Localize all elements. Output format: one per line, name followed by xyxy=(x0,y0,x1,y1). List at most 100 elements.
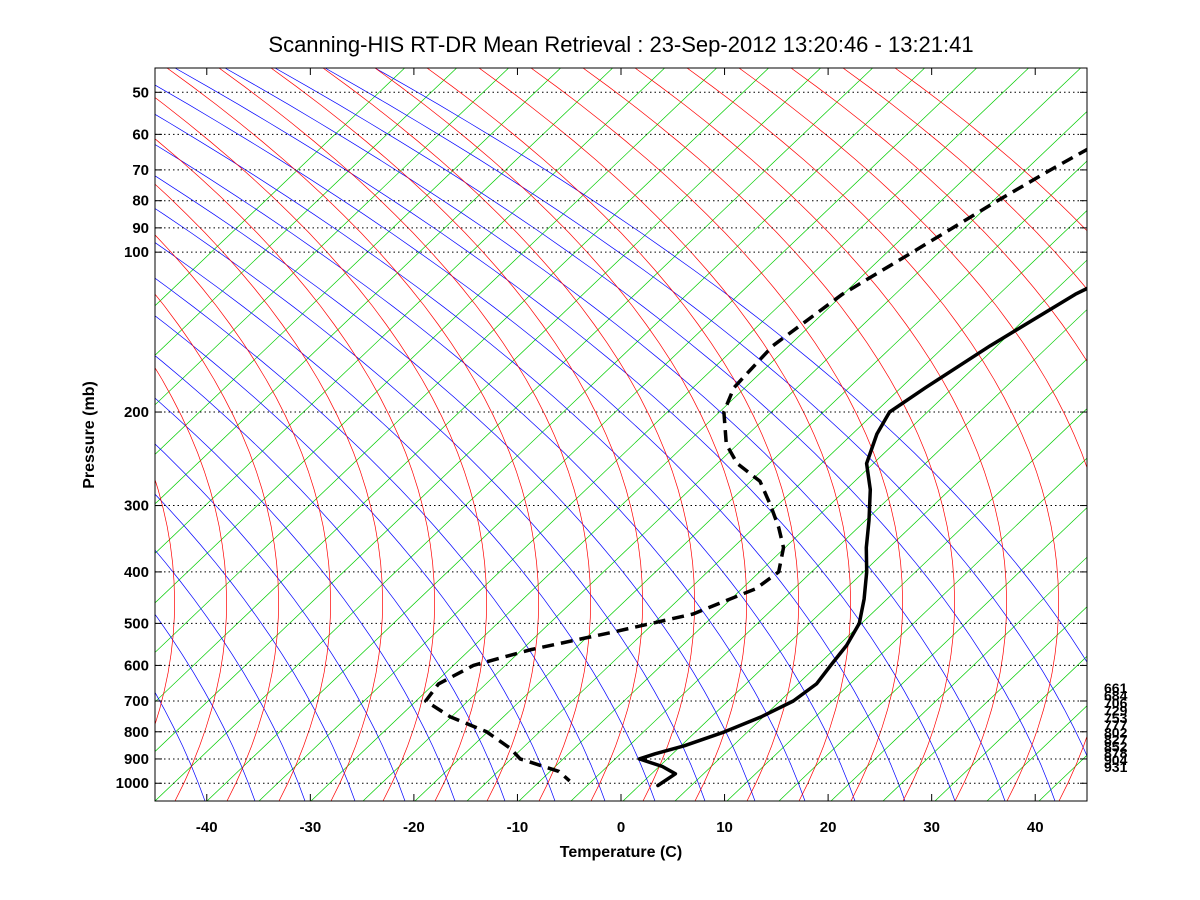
dry-adiabat-line xyxy=(155,242,656,801)
y-tick-label: 200 xyxy=(124,404,149,421)
isotherm-line xyxy=(310,68,1081,801)
y-tick-label: 60 xyxy=(132,126,149,143)
moist-adiabat-line xyxy=(155,183,383,801)
moist-adiabat-line xyxy=(270,68,643,801)
isotherm-line xyxy=(570,309,1087,801)
isotherm-line xyxy=(155,68,457,356)
isotherm-line xyxy=(882,606,1087,801)
y-axis-ticks: 50 60 70 80 90 100 200 300 400 500 600 700 800 900 100… xyxy=(116,84,1087,792)
isotherm-line xyxy=(726,457,1087,801)
y-tick-label: 700 xyxy=(124,693,149,710)
dewpoint-profile-line xyxy=(423,147,1087,783)
isotherm-line xyxy=(830,556,1087,801)
y-tick-label: 90 xyxy=(132,220,149,237)
x-tick-label: 30 xyxy=(923,819,940,836)
isotherm-line xyxy=(155,68,821,703)
x-tick-label: 40 xyxy=(1027,819,1044,836)
x-tick-label: -40 xyxy=(196,819,218,836)
x-tick-label: -20 xyxy=(403,819,425,836)
x-tick-label: 10 xyxy=(716,819,733,836)
moist-adiabat-line xyxy=(426,68,799,801)
isotherm-line xyxy=(206,68,977,801)
isotherm-line xyxy=(155,68,405,307)
isotherm-line xyxy=(155,68,613,505)
moist-adiabat-line xyxy=(155,293,279,801)
x-axis-label: Temperature (C) xyxy=(560,844,682,861)
side-pressure-label: 684 xyxy=(1104,688,1128,704)
moist-adiabat-line xyxy=(374,68,747,801)
isotherm-line xyxy=(362,110,1087,801)
moist-adiabat-line xyxy=(155,234,331,801)
y-tick-label: 100 xyxy=(124,244,149,261)
moist-adiabat-line xyxy=(842,68,1087,290)
isotherm-line xyxy=(934,655,1087,801)
side-pressure-label: 878 xyxy=(1104,745,1128,761)
dry-adiabat-line xyxy=(155,493,356,801)
y-tick-label: 80 xyxy=(132,193,149,210)
sounding-profiles xyxy=(423,147,1087,788)
y-tick-label: 300 xyxy=(124,498,149,515)
isotherm-line xyxy=(466,210,1087,801)
dry-adiabat-line xyxy=(274,68,1056,801)
side-pressure-label: 729 xyxy=(1104,702,1128,718)
chart-title: Scanning-HIS RT-DR Mean Retrieval : 23-S… xyxy=(268,32,973,57)
isotherm-line xyxy=(622,358,1087,801)
x-tick-label: -10 xyxy=(507,819,529,836)
isotherm-line xyxy=(155,68,873,752)
y-tick-label: 70 xyxy=(132,162,149,179)
dry-adiabat-line xyxy=(155,113,856,801)
isotherm-line xyxy=(155,68,925,801)
isotherm-line xyxy=(155,68,561,455)
side-pressure-label: 753 xyxy=(1104,710,1128,726)
moist-adiabat-line xyxy=(634,68,1007,801)
dry-adiabat-line xyxy=(155,315,556,801)
dry-adiabat-line xyxy=(155,613,256,801)
isotherm-line xyxy=(414,160,1087,801)
dry-adiabat-line xyxy=(155,355,506,801)
dry-adiabat-line xyxy=(155,397,456,801)
moist-adiabat-line xyxy=(582,68,955,801)
dry-adiabat-line xyxy=(155,277,606,801)
dry-adiabat-line xyxy=(155,443,406,801)
moist-adiabat-line xyxy=(322,68,695,801)
moist-adiabat-line xyxy=(0,68,71,801)
side-pressure-label: 852 xyxy=(1104,738,1128,754)
side-pressure-label: 802 xyxy=(1104,724,1128,740)
isotherm-line xyxy=(155,68,717,604)
side-pressure-label: 904 xyxy=(1104,752,1128,768)
moist-adiabat-line xyxy=(155,478,175,726)
x-axis-ticks: -40 -30 -20 -10 0 10 20 30 40 xyxy=(196,68,1044,836)
dry-adiabat-line xyxy=(155,691,206,801)
dry-adiabat-line xyxy=(324,68,1087,757)
isotherm-line xyxy=(155,68,665,554)
y-axis-label: Pressure (mb) xyxy=(81,381,98,489)
isotherm-line xyxy=(674,408,1087,801)
side-pressure-label: 931 xyxy=(1104,759,1128,775)
side-pressure-label: 706 xyxy=(1104,695,1128,711)
dry-adiabat-line xyxy=(155,84,906,801)
x-tick-label: -30 xyxy=(299,819,321,836)
moist-adiabat-line xyxy=(0,68,19,801)
side-pressure-label: 827 xyxy=(1104,731,1128,747)
dry-adiabat-line xyxy=(155,144,806,801)
moist-adiabat-line xyxy=(894,68,1087,232)
side-pressure-label: 777 xyxy=(1104,717,1128,733)
temperature-profile-line xyxy=(637,286,1087,788)
isotherm-line xyxy=(778,507,1087,801)
isotherm-line xyxy=(518,259,1087,801)
dry-adiabat-line xyxy=(155,208,706,801)
dry-adiabat-line xyxy=(155,549,306,801)
moist-adiabat-line xyxy=(218,68,591,801)
side-pressure-label: 661 xyxy=(1104,680,1128,696)
moist-adiabat-line xyxy=(155,367,227,801)
dry-adiabat-line xyxy=(224,68,1006,801)
moist-adiabat-line xyxy=(155,138,435,801)
moist-adiabat-line xyxy=(166,68,539,801)
y-tick-label: 500 xyxy=(124,615,149,632)
isotherm-line xyxy=(155,68,769,653)
y-tick-label: 1000 xyxy=(116,775,149,792)
y-tick-label: 800 xyxy=(124,724,149,741)
moist-adiabat-line xyxy=(686,68,1059,801)
